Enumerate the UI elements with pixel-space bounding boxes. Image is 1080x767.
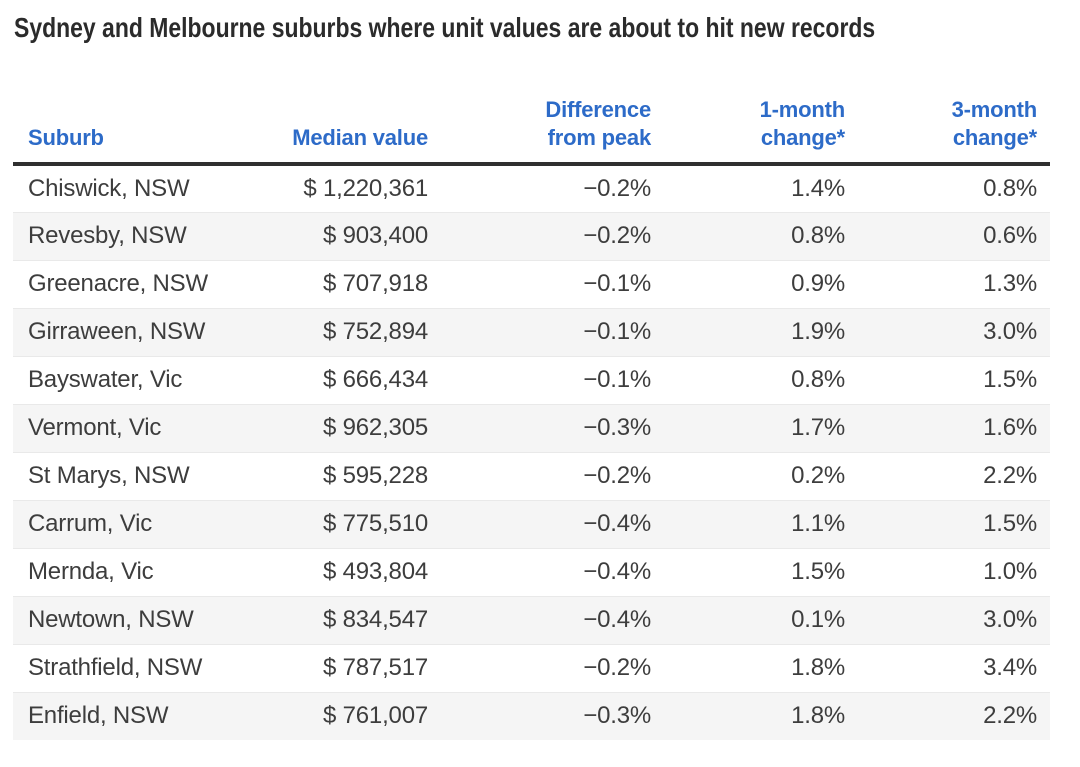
three-month-change-cell: 0.6% xyxy=(845,211,1050,260)
one-month-change-cell: 0.8% xyxy=(651,211,845,260)
suburb-cell: Chiswick, NSW xyxy=(28,174,190,202)
median-value-cell: $ 962,305 xyxy=(258,403,428,452)
table-row: Newtown, NSW $ 834,547 −0.4% 0.1% 3.0% xyxy=(13,595,1050,644)
table-body: Chiswick, NSW $ 1,220,361 −0.2% 1.4% 0.8… xyxy=(13,164,1050,740)
suburb-cell: Mernda, Vic xyxy=(13,547,258,596)
three-month-change-cell: 1.3% xyxy=(845,259,1050,308)
table-row: Strathfield, NSW $ 787,517 −0.2% 1.8% 3.… xyxy=(13,643,1050,692)
one-month-change-cell: 1.8% xyxy=(651,643,845,692)
column-header-difference-from-peak: Difference from peak xyxy=(428,46,652,166)
three-month-change-cell: 1.5% xyxy=(845,499,1050,548)
three-month-change-cell: 3.4% xyxy=(845,643,1050,692)
column-header-text: change* xyxy=(952,124,1037,150)
median-value-cell: $ 761,007 xyxy=(258,691,428,740)
three-month-change-cell: 0.8% xyxy=(983,174,1037,202)
one-month-change-cell: 1.8% xyxy=(651,691,845,740)
difference-from-peak-cell: −0.4% xyxy=(428,547,651,596)
column-header-one-month-change: 1-month change* xyxy=(651,46,846,166)
suburb-cell: Girraween, NSW xyxy=(13,307,258,356)
column-header-text: Median value xyxy=(292,124,428,150)
table-row: Chiswick, NSW $ 1,220,361 −0.2% 1.4% 0.8… xyxy=(13,164,1050,212)
suburb-cell: St Marys, NSW xyxy=(13,451,258,500)
suburb-cell: Vermont, Vic xyxy=(13,403,258,452)
one-month-change-cell: 1.5% xyxy=(651,547,845,596)
column-header-text: 3-month xyxy=(951,96,1038,122)
median-value-cell: $ 903,400 xyxy=(258,211,428,260)
difference-from-peak-cell: −0.1% xyxy=(428,355,651,404)
difference-from-peak-cell: −0.2% xyxy=(428,211,651,260)
difference-from-peak-cell: −0.2% xyxy=(428,451,651,500)
difference-from-peak-cell: −0.2% xyxy=(583,174,651,202)
column-header-text: Suburb xyxy=(28,124,104,150)
difference-from-peak-cell: −0.4% xyxy=(428,499,651,548)
difference-from-peak-cell: −0.1% xyxy=(428,259,651,308)
three-month-change-cell: 1.0% xyxy=(845,547,1050,596)
page-title: Sydney and Melbourne suburbs where unit … xyxy=(14,12,876,43)
one-month-change-cell: 1.7% xyxy=(651,403,845,452)
suburb-cell: Newtown, NSW xyxy=(13,595,258,644)
column-header-text: Difference xyxy=(545,96,651,122)
suburb-cell: Bayswater, Vic xyxy=(13,355,258,404)
median-value-cell: $ 1,220,361 xyxy=(303,174,428,202)
median-value-cell: $ 834,547 xyxy=(258,595,428,644)
table-row: St Marys, NSW $ 595,228 −0.2% 0.2% 2.2% xyxy=(13,451,1050,500)
one-month-change-cell: 1.4% xyxy=(791,174,845,202)
three-month-change-cell: 1.6% xyxy=(845,403,1050,452)
median-value-cell: $ 666,434 xyxy=(258,355,428,404)
table-row: Greenacre, NSW $ 707,918 −0.1% 0.9% 1.3% xyxy=(13,259,1050,308)
median-value-cell: $ 707,918 xyxy=(258,259,428,308)
difference-from-peak-cell: −0.2% xyxy=(428,643,651,692)
one-month-change-cell: 1.9% xyxy=(651,307,845,356)
one-month-change-cell: 0.8% xyxy=(651,355,845,404)
three-month-change-cell: 3.0% xyxy=(845,307,1050,356)
table-row: Revesby, NSW $ 903,400 −0.2% 0.8% 0.6% xyxy=(13,211,1050,260)
table-row: Enfield, NSW $ 761,007 −0.3% 1.8% 2.2% xyxy=(13,691,1050,740)
column-header-median-value: Median value xyxy=(258,46,428,166)
median-value-cell: $ 787,517 xyxy=(258,643,428,692)
one-month-change-cell: 0.1% xyxy=(651,595,845,644)
suburb-records-table: Suburb Median value Difference from peak … xyxy=(13,46,1050,740)
median-value-cell: $ 493,804 xyxy=(258,547,428,596)
median-value-cell: $ 595,228 xyxy=(258,451,428,500)
three-month-change-cell: 2.2% xyxy=(845,451,1050,500)
median-value-cell: $ 775,510 xyxy=(258,499,428,548)
table-row: Bayswater, Vic $ 666,434 −0.1% 0.8% 1.5% xyxy=(13,355,1050,404)
suburb-cell: Revesby, NSW xyxy=(13,211,258,260)
difference-from-peak-cell: −0.3% xyxy=(428,403,651,452)
suburb-cell: Strathfield, NSW xyxy=(13,643,258,692)
header-row: Suburb Median value Difference from peak … xyxy=(13,46,1050,166)
one-month-change-cell: 0.9% xyxy=(651,259,845,308)
suburb-cell: Greenacre, NSW xyxy=(13,259,258,308)
three-month-change-cell: 1.5% xyxy=(845,355,1050,404)
table-row: Mernda, Vic $ 493,804 −0.4% 1.5% 1.0% xyxy=(13,547,1050,596)
three-month-change-cell: 3.0% xyxy=(845,595,1050,644)
table-row: Girraween, NSW $ 752,894 −0.1% 1.9% 3.0% xyxy=(13,307,1050,356)
median-value-cell: $ 752,894 xyxy=(258,307,428,356)
suburb-cell: Enfield, NSW xyxy=(13,691,258,740)
one-month-change-cell: 0.2% xyxy=(651,451,845,500)
column-header-text: 1-month xyxy=(759,96,846,122)
column-header-text: from peak xyxy=(547,124,652,150)
column-header-suburb: Suburb xyxy=(13,46,258,166)
difference-from-peak-cell: −0.3% xyxy=(428,691,651,740)
table-header: Suburb Median value Difference from peak … xyxy=(13,46,1050,166)
table-row: Carrum, Vic $ 775,510 −0.4% 1.1% 1.5% xyxy=(13,499,1050,548)
column-header-text: change* xyxy=(760,124,845,150)
difference-from-peak-cell: −0.4% xyxy=(428,595,651,644)
table-row: Vermont, Vic $ 962,305 −0.3% 1.7% 1.6% xyxy=(13,403,1050,452)
one-month-change-cell: 1.1% xyxy=(651,499,845,548)
three-month-change-cell: 2.2% xyxy=(845,691,1050,740)
difference-from-peak-cell: −0.1% xyxy=(428,307,651,356)
column-header-three-month-change: 3-month change* xyxy=(845,46,1050,166)
suburb-cell: Carrum, Vic xyxy=(13,499,258,548)
